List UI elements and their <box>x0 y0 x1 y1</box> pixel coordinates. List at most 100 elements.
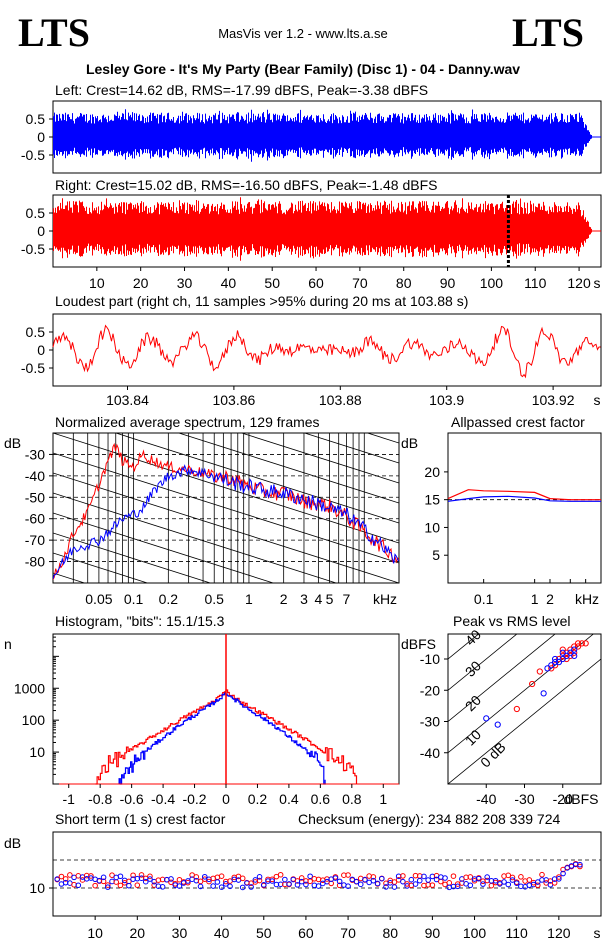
crest-point-left <box>357 881 364 888</box>
x-tick-label: 103.92 <box>532 392 575 408</box>
spectrum-slope <box>53 472 399 583</box>
spectrum-xaxis: 0.05 0.1 0.2 0.5 1 2 3 4 5 7 kHz <box>85 591 397 607</box>
x-tick-label: 70 <box>340 925 356 941</box>
peak-rms-point-left <box>563 652 570 659</box>
x-tick-label: -30 <box>514 791 534 807</box>
crest-point-left <box>391 884 398 890</box>
crest-point-left <box>239 884 246 891</box>
crest-point-right <box>471 877 478 884</box>
crest-point-left <box>214 879 221 885</box>
peak-rms-point-left <box>559 655 566 663</box>
crest-point-left <box>379 875 385 882</box>
x-tick-label: kHz <box>575 591 599 607</box>
crest-point-right <box>67 872 73 878</box>
x-tick-label: 40 <box>214 925 230 941</box>
y-tick-label: 10 <box>29 880 45 896</box>
crest-point-left <box>400 878 406 885</box>
spectrum-slope <box>53 552 149 583</box>
crest-point-left <box>480 881 486 887</box>
crest-point-right <box>134 882 141 888</box>
allpassed-ylabel: dB <box>401 435 418 451</box>
x-tick-label: 4 <box>314 591 322 607</box>
crest-point-right <box>62 876 69 882</box>
allpassed-panel: 20 15 10 5 0.1 1 2 kHz <box>424 432 602 607</box>
right-waveform-title: Right: Crest=15.02 dB, RMS=-16.50 dBFS, … <box>55 177 437 193</box>
short-term-yaxis: 10 <box>29 880 53 896</box>
spectrum-slope <box>53 433 399 544</box>
right-waveform-yaxis: 0.5 0 -0.5 <box>21 205 53 257</box>
x-tick-label: 60 <box>298 925 314 941</box>
x-tick-label: 30 <box>172 925 188 941</box>
crest-point-left <box>475 875 482 882</box>
y-tick-label: 20 <box>424 464 440 480</box>
crest-point-right <box>100 878 107 885</box>
crest-point-right <box>577 863 583 870</box>
x-tick-label: 100 <box>463 925 487 941</box>
crest-point-left <box>336 878 343 885</box>
x-tick-label: 20 <box>130 925 146 941</box>
crest-point-right <box>130 872 136 879</box>
crest-point-left <box>501 879 507 885</box>
peak-rms-point-right <box>574 640 582 647</box>
peak-rms-point-right <box>555 655 563 663</box>
crest-point-left <box>433 876 440 883</box>
left-waveform-plot <box>53 109 601 162</box>
x-tick-label: 0.5 <box>204 591 224 607</box>
spectrum-slope <box>303 433 399 464</box>
x-tick-label: 120 <box>547 925 571 941</box>
allpassed-curve-left <box>447 495 601 502</box>
spectrum-slope <box>177 433 399 504</box>
loudest-part-xaxis: 103.84 103.86 103.88 103.9 103.92 s <box>106 386 601 408</box>
x-tick-label: 0.05 <box>85 591 112 607</box>
spectrum-ylabel: dB <box>4 435 21 451</box>
loudest-part-yaxis: 0.5 0 -0.5 <box>21 324 53 376</box>
peak-rms-point-right <box>582 640 589 647</box>
crest-point-left <box>248 884 254 890</box>
crest-point-left <box>509 877 516 883</box>
peak-rms-point-right <box>571 643 578 650</box>
crest-point-left <box>425 877 431 883</box>
histogram-curve-left <box>118 692 326 785</box>
allpassed-curves <box>447 489 601 502</box>
crest-point-left <box>105 884 111 890</box>
x-tick-label: 1 <box>245 591 253 607</box>
x-tick-label: 0.1 <box>474 591 494 607</box>
spectrum-slope <box>240 433 399 484</box>
short-term-points <box>54 860 583 891</box>
x-tick-label: -20 <box>553 791 573 807</box>
y-tick-label: 100 <box>22 712 46 728</box>
peak-rms-point-left <box>552 659 559 666</box>
x-tick-label: 2 <box>546 591 554 607</box>
peak-rms-point-right <box>552 662 559 669</box>
crest-point-left <box>315 883 322 889</box>
crest-point-left <box>505 881 512 888</box>
crest-point-left <box>159 884 166 890</box>
peak-rms-title: Peak vs RMS level <box>453 613 570 629</box>
histogram-curve-right <box>95 689 358 785</box>
logo-right: LTS <box>512 10 584 55</box>
allpassed-curve-right <box>447 489 601 501</box>
spectrum-slope <box>114 433 399 524</box>
crest-point-left <box>442 875 448 881</box>
loudest-part-frame <box>52 313 602 387</box>
spectrum-grid <box>53 433 399 583</box>
crest-point-right <box>92 882 98 889</box>
histogram-curves <box>53 634 399 785</box>
crest-point-left <box>176 883 183 889</box>
peak-rms-point-right <box>559 646 566 653</box>
peak-rms-point-right <box>548 665 555 672</box>
x-tick-label: 10 <box>87 925 103 941</box>
crest-point-left <box>556 876 562 882</box>
y-tick-label: 5 <box>432 547 440 563</box>
histogram-ylabel: n <box>4 636 12 652</box>
peak-rms-point-right <box>567 652 574 659</box>
crest-point-left <box>467 882 474 889</box>
logo-left: LTS <box>18 10 90 55</box>
crest-point-left <box>142 878 149 885</box>
crest-point-left <box>332 875 339 881</box>
crest-point-right <box>518 874 524 880</box>
peak-rms-point-left <box>548 662 555 669</box>
crest-point-right <box>193 874 200 880</box>
histogram-xaxis: -1 -0.8 -0.6 -0.4 -0.2 0 0.2 0.4 0.6 0.8 1 <box>63 784 387 807</box>
y-tick-label: 0.5 <box>26 205 46 221</box>
